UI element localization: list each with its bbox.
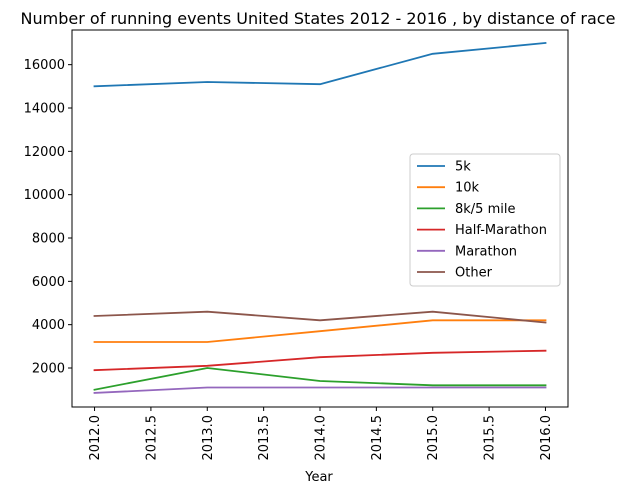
series-line-5k: [95, 43, 546, 86]
legend-label: 5k: [455, 160, 471, 175]
series-line-marathon: [95, 388, 546, 393]
series-line-8k-5-mile: [95, 368, 546, 390]
plot-area: 2000 4000 6000 8000 10000 12000 14000 16000 2012…: [24, 30, 568, 461]
chart-title: Number of running events United States 2…: [21, 9, 616, 28]
y-tick-label: 6000: [32, 275, 65, 290]
x-tick-label: 2013.5: [257, 415, 272, 461]
x-tick-label: 2014.0: [314, 415, 329, 461]
x-tick-label: 2014.5: [370, 415, 385, 461]
y-tick-label: 12000: [24, 145, 65, 160]
y-tick-label: 16000: [24, 58, 65, 73]
legend: 5k 10k 8k/5 mile Half-Marathon Marathon Other: [410, 154, 560, 286]
y-tick-label: 14000: [24, 102, 65, 117]
legend-label: 10k: [455, 181, 480, 196]
x-tick-label: 2016.0: [539, 415, 554, 461]
y-tick-label: 4000: [32, 318, 65, 333]
legend-label: 8k/5 mile: [455, 202, 515, 217]
x-tick-label: 2015.5: [483, 415, 498, 461]
y-tick-label: 2000: [32, 362, 65, 377]
y-tick-label: 8000: [32, 232, 65, 247]
series-line-10k: [95, 320, 546, 342]
x-tick-label: 2015.0: [426, 415, 441, 461]
x-axis-label: Year: [304, 470, 333, 485]
x-tick-label: 2012.5: [144, 415, 159, 461]
legend-label: Marathon: [455, 244, 517, 259]
series-line-half-marathon: [95, 351, 546, 371]
y-tick-label: 10000: [24, 188, 65, 203]
x-tick-label: 2012.0: [88, 415, 103, 461]
x-tick-label: 2013.0: [201, 415, 216, 461]
legend-label: Other: [455, 266, 493, 281]
legend-label: Half-Marathon: [455, 223, 547, 238]
